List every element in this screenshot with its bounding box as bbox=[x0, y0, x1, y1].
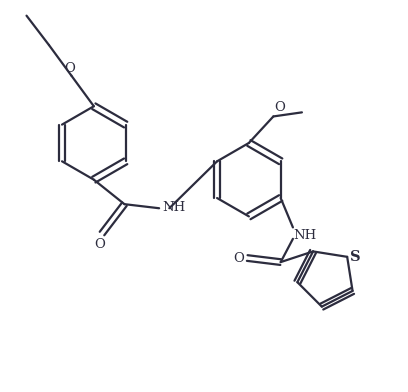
Text: O: O bbox=[274, 102, 285, 114]
Text: O: O bbox=[233, 252, 244, 265]
Text: S: S bbox=[350, 250, 361, 264]
Text: O: O bbox=[64, 62, 75, 75]
Text: O: O bbox=[95, 238, 105, 251]
Text: NH: NH bbox=[162, 201, 186, 214]
Text: NH: NH bbox=[294, 229, 317, 242]
